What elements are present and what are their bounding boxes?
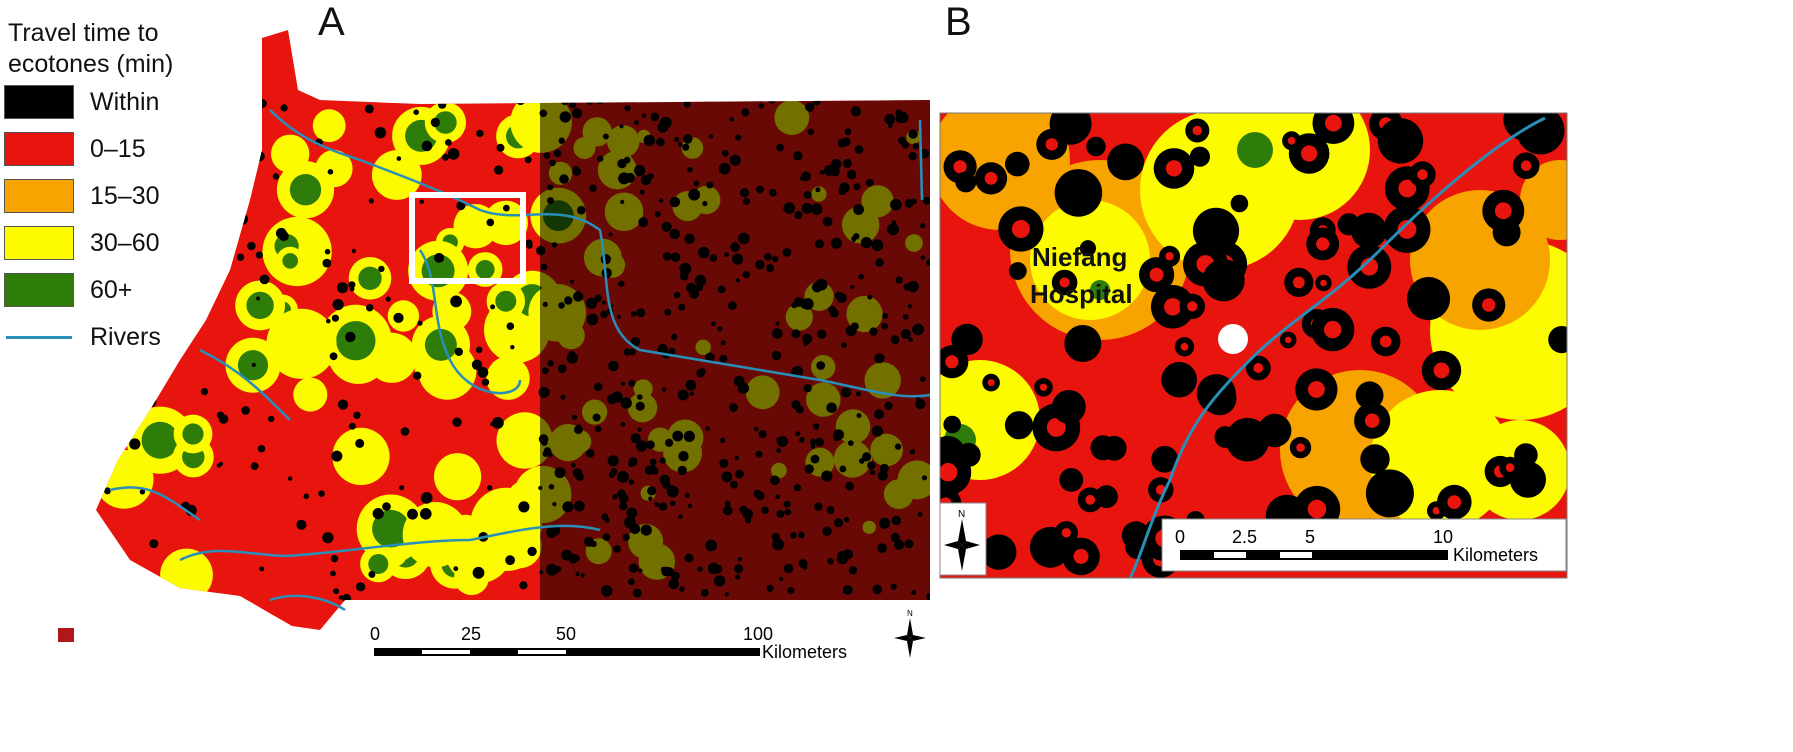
river-b [1128, 116, 1546, 578]
legend-swatch [4, 179, 74, 213]
travel-time-raster-a [96, 30, 930, 630]
legend-title-line2: ecotones (min) [8, 50, 174, 78]
svg-text:0: 0 [1175, 527, 1185, 547]
panel-label-a: A [318, 0, 345, 44]
place-label-line1: Niefang [1032, 242, 1127, 272]
legend-label: 30–60 [90, 228, 160, 257]
legend-item: 60+ [4, 271, 132, 309]
scale-a-tick-0: 0 [370, 624, 380, 644]
legend-item: Within [4, 83, 159, 121]
map-a: 0 25 50 100 Kilometers N [58, 30, 931, 662]
legend-label: Within [90, 87, 160, 116]
hospital-marker [1218, 324, 1248, 354]
legend-label: 0–15 [90, 134, 146, 163]
legend-item: 0–15 [4, 130, 146, 168]
islet [58, 628, 74, 642]
legend-swatch [4, 85, 74, 119]
scale-a-tick-100: 100 [743, 624, 773, 644]
svg-text:10: 10 [1433, 527, 1453, 547]
legend-item: Rivers [4, 318, 161, 356]
legend-item: 30–60 [4, 224, 160, 262]
svg-text:5: 5 [1305, 527, 1315, 547]
scale-a-tick-50: 50 [556, 624, 576, 644]
svg-text:N: N [958, 509, 965, 520]
travel-time-raster-b [940, 113, 1567, 578]
legend-swatch [4, 273, 74, 307]
legend-line-swatch [4, 320, 74, 354]
legend-label: 15–30 [90, 181, 160, 210]
north-arrow-icon: N [894, 609, 926, 658]
panel-label-b: B [945, 0, 972, 44]
legend-label: 60+ [90, 275, 133, 304]
scale-a-tick-25: 25 [461, 624, 481, 644]
legend-swatch [4, 132, 74, 166]
svg-text:Kilometers: Kilometers [1453, 545, 1538, 565]
svg-text:N: N [907, 609, 913, 618]
legend-title-line1: Travel time to [8, 19, 159, 47]
svg-text:2.5: 2.5 [1232, 527, 1257, 547]
legend-label: Rivers [90, 322, 161, 351]
legend-item: 15–30 [4, 177, 160, 215]
legend-swatch [4, 226, 74, 260]
inset-box [409, 192, 526, 284]
scale-bar-b: 0 2.5 5 10 Kilometers [1161, 518, 1567, 572]
scale-bar-a: 0 25 50 100 Kilometers [348, 603, 930, 662]
legend-title: Travel time to ecotones (min) [8, 18, 208, 80]
place-label-line2: Hospital [1030, 279, 1133, 309]
scale-a-unit: Kilometers [762, 642, 847, 662]
north-arrow-b-icon: N [939, 502, 987, 576]
